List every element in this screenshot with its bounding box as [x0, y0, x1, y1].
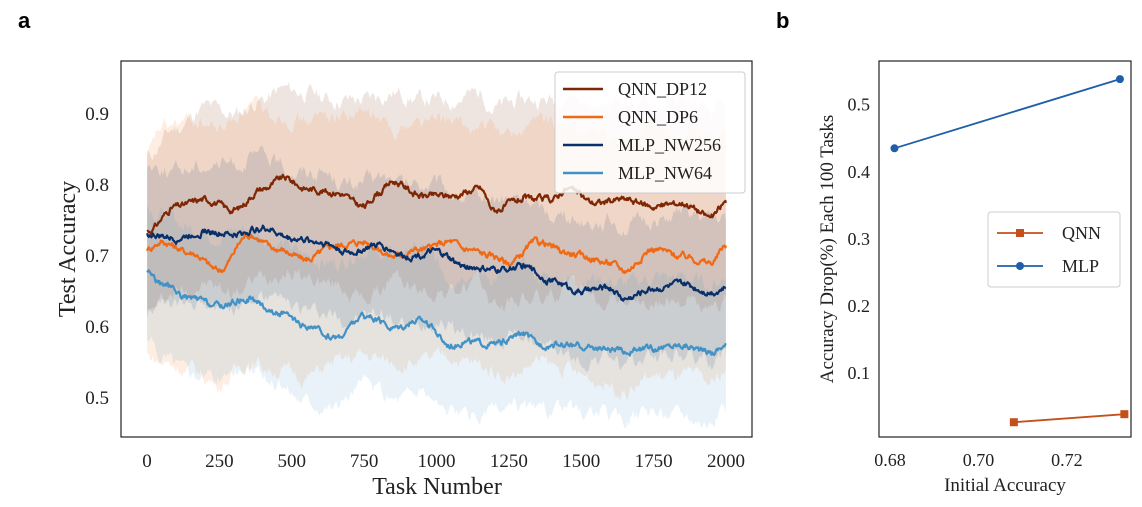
panel-a-chart: 0 250 500 750 1000 1250 1500 1750 2000 0.5 0.6 0.7… — [55, 60, 753, 500]
legend-label-mlp-nw64: MLP_NW64 — [618, 163, 712, 183]
x-tick-label-a: 1000 — [418, 451, 456, 472]
line-qnn-dp12 — [146, 173, 727, 235]
panel-a-x-label: Task Number — [372, 474, 502, 500]
panel-b-letter: b — [776, 8, 789, 33]
y-tick-label-b: 0.5 — [848, 95, 871, 115]
panel-b-y-ticks: 0.1 0.2 0.3 0.4 0.5 — [848, 95, 871, 384]
panel-a-frame — [120, 60, 753, 438]
x-tick-label-b: 0.68 — [874, 450, 906, 470]
y-tick-label-a: 0.9 — [85, 104, 109, 125]
legend-label-qnn-dp12: QNN_DP12 — [618, 79, 707, 99]
band-mlp-nw64 — [147, 206, 726, 429]
panel-a-y-ticks: 0.5 0.6 0.7 0.8 0.9 — [85, 104, 109, 409]
x-tick-label-a: 500 — [278, 451, 307, 472]
legend-marker-mlp — [1016, 262, 1024, 270]
panel-a-y-label: Test Accuracy — [55, 181, 81, 317]
legend-label-qnn-dp6: QNN_DP6 — [618, 107, 698, 127]
legend-label-qnn: QNN — [1062, 223, 1101, 243]
x-tick-label-b: 0.70 — [963, 450, 995, 470]
x-tick-label-a: 750 — [350, 451, 379, 472]
legend-label-mlp: MLP — [1062, 256, 1099, 276]
panel-b-chart: 0.68 0.70 0.72 0.1 0.2 0.3 0.4 0.5 Initial Acc… — [817, 60, 1132, 496]
panel-b-frame — [878, 60, 1132, 438]
point-qnn — [1120, 410, 1129, 419]
y-tick-label-b: 0.2 — [848, 296, 871, 316]
x-tick-label-a: 250 — [205, 451, 234, 472]
y-tick-label-b: 0.1 — [848, 363, 871, 383]
point-mlp — [1115, 75, 1124, 84]
panel-a-series-lines — [146, 173, 727, 357]
point-qnn — [1009, 418, 1018, 427]
band-mlp-nw256 — [147, 145, 726, 372]
x-tick-label-a: 1250 — [490, 451, 528, 472]
panel-a-x-ticks: 0 250 500 750 1000 1250 1500 1750 2000 — [142, 451, 745, 472]
panel-b-series — [890, 75, 1129, 427]
line-mlp-nw64 — [146, 269, 727, 357]
point-mlp — [890, 144, 899, 153]
panel-b-x-label: Initial Accuracy — [944, 475, 1066, 496]
x-tick-label-b: 0.72 — [1051, 450, 1083, 470]
x-tick-label-a: 2000 — [707, 451, 745, 472]
x-tick-label-a: 0 — [142, 451, 152, 472]
y-tick-label-a: 0.7 — [85, 246, 109, 267]
legend-marker-qnn — [1016, 229, 1024, 237]
line-qnn-dp6 — [146, 233, 727, 274]
panel-b-legend: QNN MLP — [987, 211, 1121, 288]
y-tick-label-a: 0.5 — [85, 388, 109, 409]
panel-a-letter: a — [18, 8, 31, 33]
panel-a-legend: QNN_DP12 QNN_DP6 MLP_NW256 MLP_NW64 — [554, 71, 746, 194]
x-tick-label-a: 1500 — [562, 451, 600, 472]
panel-b-y-label: Accuracy Drop(%) Each 100 Tasks — [817, 115, 838, 383]
line-mlp — [894, 78, 1121, 150]
x-tick-label-a: 1750 — [635, 451, 673, 472]
y-tick-label-b: 0.4 — [848, 162, 871, 182]
line-mlp-nw256 — [146, 224, 727, 302]
panel-a-legend-box — [554, 71, 746, 194]
y-tick-label-b: 0.3 — [848, 229, 871, 249]
y-tick-label-a: 0.6 — [85, 317, 109, 338]
y-tick-label-a: 0.8 — [85, 175, 109, 196]
panel-b-x-ticks: 0.68 0.70 0.72 — [874, 450, 1082, 470]
legend-label-mlp-nw256: MLP_NW256 — [618, 135, 721, 155]
line-qnn — [1013, 413, 1125, 424]
